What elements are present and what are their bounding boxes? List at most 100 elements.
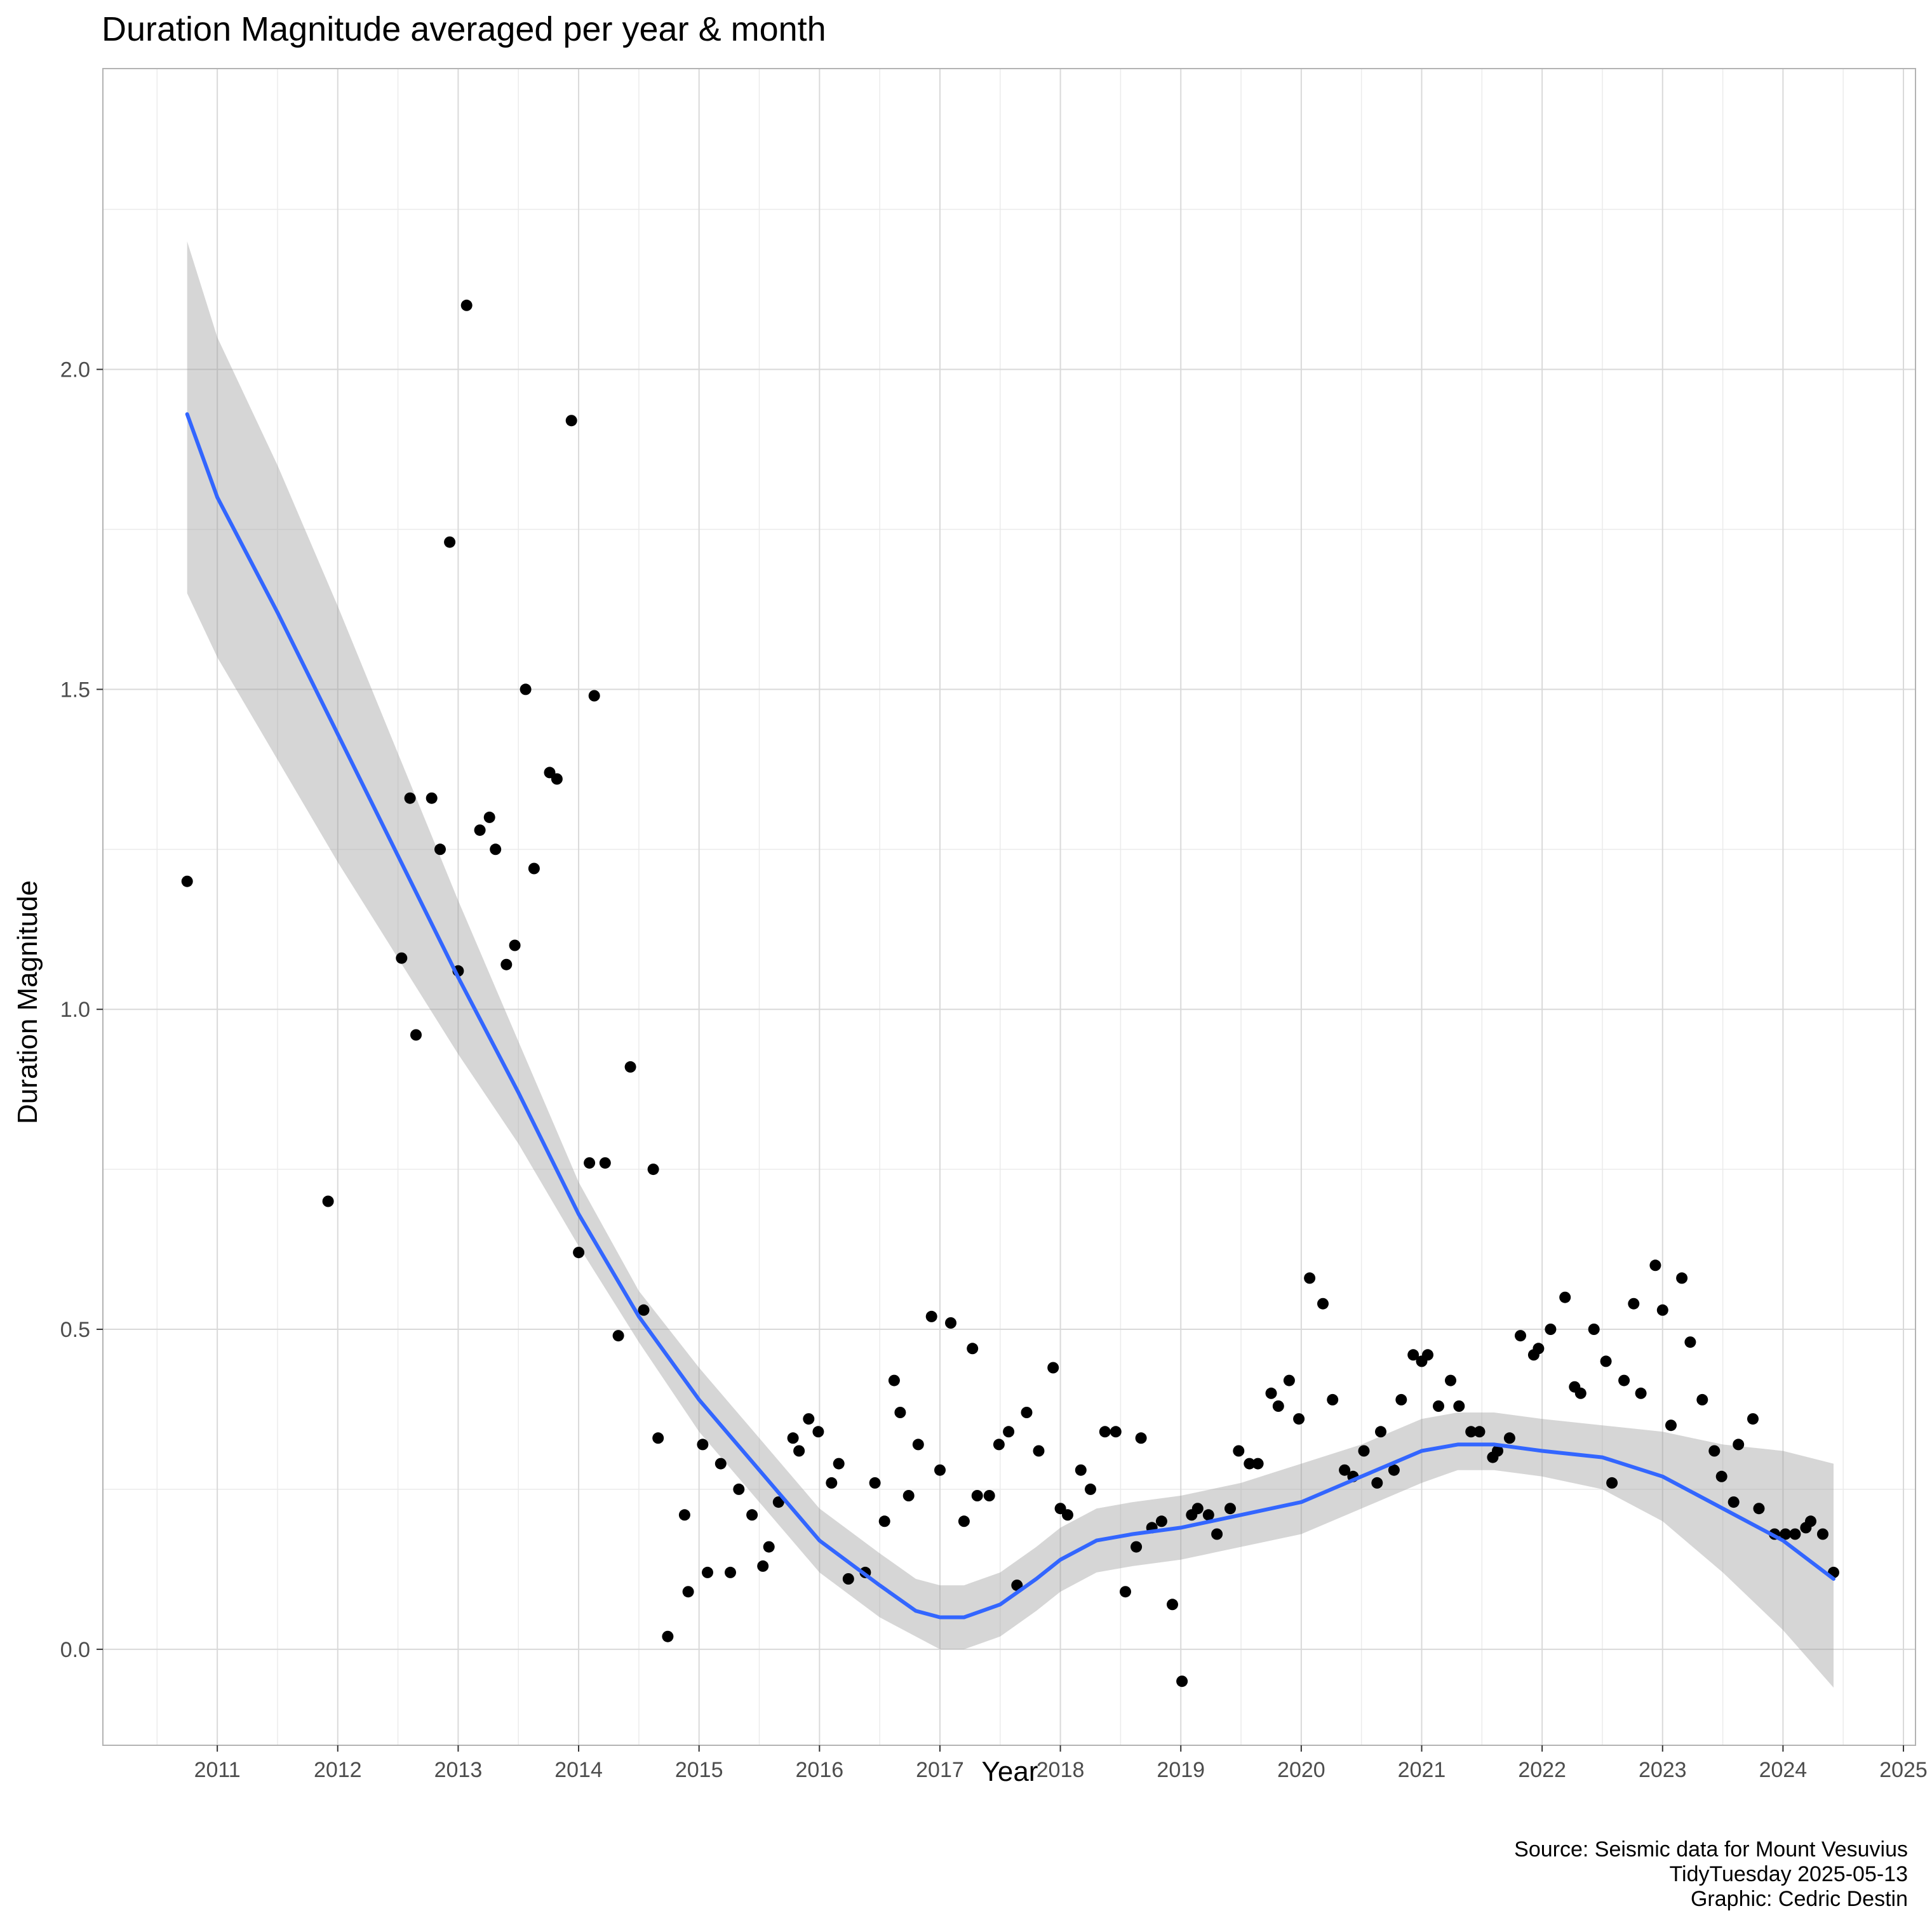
smooth-trend-line	[185, 412, 1835, 1620]
x-tick-label: 2011	[194, 1758, 241, 1782]
data-point	[1545, 1324, 1557, 1335]
x-axis-ticks: 2011 2012 2013 2014 2015 2016 2017 2018 2019 2020…	[194, 1745, 1928, 1782]
data-point	[826, 1477, 838, 1489]
data-point	[1021, 1407, 1033, 1418]
data-point	[1304, 1272, 1316, 1284]
data-point	[1696, 1393, 1708, 1405]
confidence-band	[187, 241, 1834, 1688]
y-tick-label: 1.5	[60, 678, 90, 702]
data-point	[733, 1483, 745, 1495]
data-point	[647, 1164, 659, 1176]
data-point	[1433, 1400, 1444, 1412]
data-point	[1283, 1374, 1295, 1386]
data-point	[1780, 1528, 1792, 1540]
data-point	[444, 536, 456, 548]
data-point	[1176, 1675, 1188, 1687]
data-point	[803, 1413, 815, 1425]
data-point	[1011, 1580, 1023, 1592]
data-point	[1805, 1515, 1816, 1527]
data-point	[812, 1426, 824, 1438]
data-point	[1533, 1343, 1545, 1355]
data-point	[599, 1157, 611, 1169]
data-point	[1733, 1439, 1745, 1451]
data-point	[1747, 1413, 1759, 1425]
data-point	[638, 1304, 650, 1316]
x-tick-label: 2023	[1639, 1758, 1687, 1782]
x-tick-label: 2020	[1277, 1758, 1325, 1782]
data-point	[410, 1029, 422, 1041]
x-tick-label: 2019	[1157, 1758, 1205, 1782]
data-point	[842, 1573, 854, 1585]
data-point	[678, 1509, 690, 1521]
data-point	[787, 1432, 799, 1444]
data-point	[1130, 1541, 1143, 1553]
data-point	[1656, 1304, 1668, 1316]
y-tick-label: 0.5	[60, 1318, 90, 1342]
data-point	[894, 1407, 906, 1418]
y-axis-ticks: 0.0 0.5 1.0 1.5 2.0	[60, 358, 103, 1662]
data-point	[1191, 1503, 1204, 1515]
y-axis-title: Duration Magnitude	[12, 880, 43, 1124]
data-point	[528, 862, 540, 875]
data-point	[763, 1541, 775, 1553]
grid	[103, 69, 1915, 1745]
data-point	[551, 773, 563, 785]
data-point	[888, 1374, 900, 1386]
data-point	[1211, 1528, 1223, 1540]
data-point	[1224, 1503, 1236, 1515]
data-point	[652, 1432, 664, 1444]
data-point	[1684, 1336, 1696, 1348]
data-point	[1244, 1458, 1256, 1470]
data-point	[983, 1490, 995, 1501]
data-point	[772, 1496, 784, 1508]
caption-graphic: Graphic: Cedric Destin	[1691, 1887, 1908, 1911]
data-point	[1358, 1445, 1370, 1457]
data-point	[612, 1330, 624, 1342]
smooth-line-layer	[185, 412, 1835, 1620]
data-point	[1708, 1445, 1721, 1457]
data-point	[460, 299, 473, 311]
data-point	[1155, 1515, 1167, 1527]
data-point	[490, 843, 502, 855]
data-point	[1388, 1464, 1400, 1476]
data-point	[1445, 1374, 1456, 1386]
data-point	[1003, 1426, 1015, 1438]
data-point	[1062, 1509, 1073, 1521]
data-point	[1293, 1413, 1305, 1425]
data-point	[1515, 1330, 1526, 1342]
data-point	[925, 1310, 937, 1322]
data-point	[1047, 1362, 1059, 1374]
data-point	[1033, 1445, 1045, 1457]
data-point	[509, 939, 521, 951]
data-point	[1606, 1477, 1618, 1489]
data-point	[1492, 1445, 1503, 1457]
data-point	[1817, 1528, 1828, 1540]
data-point	[1375, 1426, 1386, 1438]
y-tick-label: 0.0	[60, 1638, 90, 1662]
caption-tidytuesday: TidyTuesday 2025-05-13	[1670, 1862, 1908, 1886]
data-point	[662, 1630, 674, 1642]
data-point	[573, 1247, 585, 1259]
data-point	[1676, 1272, 1688, 1284]
data-point	[902, 1490, 915, 1501]
data-point	[500, 958, 513, 970]
data-point	[1371, 1477, 1383, 1489]
data-point	[1635, 1387, 1647, 1399]
data-point	[746, 1509, 758, 1521]
data-point	[1167, 1599, 1178, 1611]
data-point	[404, 792, 416, 804]
data-point	[1789, 1528, 1801, 1540]
point-layer	[181, 299, 1839, 1687]
data-point	[1317, 1298, 1329, 1310]
data-point	[714, 1458, 727, 1470]
data-point	[1085, 1483, 1096, 1495]
data-point	[584, 1157, 596, 1169]
data-point	[757, 1560, 769, 1572]
data-point	[967, 1343, 979, 1355]
data-point	[1327, 1393, 1339, 1405]
data-point	[682, 1586, 694, 1598]
data-point	[1727, 1496, 1740, 1508]
data-point	[958, 1515, 970, 1527]
data-point	[1202, 1509, 1214, 1521]
data-point	[725, 1566, 736, 1578]
